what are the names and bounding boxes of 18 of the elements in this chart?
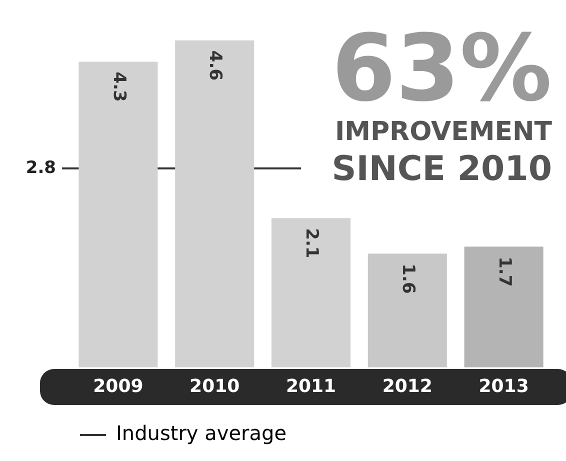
bar [271, 218, 351, 368]
data-label: 4.6 [205, 50, 226, 81]
legend-label: Industry average [116, 421, 286, 446]
x-tick-label: 2010 [190, 376, 240, 397]
data-label: 4.3 [108, 72, 129, 102]
data-label: 2.1 [302, 228, 322, 258]
annotation: 2.8 [26, 158, 56, 178]
x-tick-label: 2011 [286, 376, 336, 397]
x-tick-label: 2012 [382, 376, 432, 397]
bar [175, 40, 254, 368]
bar [368, 254, 447, 368]
data-label: 1.6 [398, 264, 418, 294]
bar [464, 246, 544, 368]
x-tick-label: 2013 [478, 376, 529, 397]
x-tick-label: 2009 [93, 376, 144, 397]
annotation: SINCE 2010 [332, 149, 552, 189]
bar [78, 62, 158, 368]
data-label: 1.7 [494, 256, 514, 287]
